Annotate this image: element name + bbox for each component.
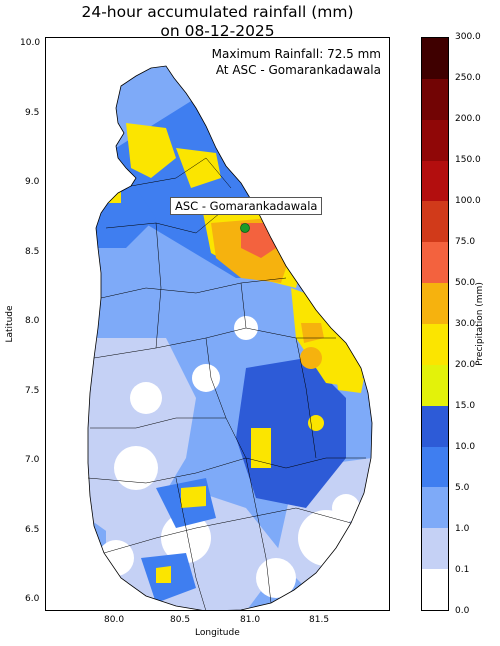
rainfall-map [87, 65, 373, 610]
colorbar-tick: 50.0 [455, 278, 476, 288]
colorbar-swatch [422, 283, 448, 324]
colorbar-tick: 1.0 [455, 524, 470, 534]
y-axis-label: Latitude [5, 305, 15, 343]
island-outline [87, 65, 373, 610]
title-line-1: 24-hour accumulated rainfall (mm) [81, 3, 354, 21]
colorbar-tick: 200.0 [455, 114, 481, 124]
colorbar-swatch [422, 201, 448, 243]
title-line-2: on 08-12-2025 [160, 22, 275, 40]
x-axis-label: Longitude [195, 628, 240, 638]
colorbar-tick: 150.0 [455, 155, 481, 165]
y-tick: 7.5 [25, 386, 40, 396]
colorbar-swatch [422, 37, 448, 79]
annotation-line-1: Maximum Rainfall: 72.5 mm [211, 47, 381, 61]
y-tick: 9.5 [25, 108, 40, 118]
colorbar-tick: 0.0 [455, 606, 470, 616]
colorbar-swatches [422, 37, 448, 610]
y-tick: 6.5 [25, 525, 40, 535]
colorbar-tick: 10.0 [455, 442, 476, 452]
y-tick: 7.0 [25, 455, 40, 465]
colorbar-tick: 5.0 [455, 483, 470, 493]
colorbar-swatch [422, 446, 448, 488]
map-plot-area: Maximum Rainfall: 72.5 mm At ASC - Gomar… [45, 37, 390, 611]
max-station-marker[interactable] [240, 223, 250, 233]
chart-title: 24-hour accumulated rainfall (mm) on 08-… [45, 3, 390, 41]
colorbar-swatch [422, 119, 448, 161]
rainfall-field [88, 66, 372, 610]
y-tick: 8.5 [25, 247, 40, 257]
colorbar-swatch [422, 78, 448, 120]
colorbar-tick: 15.0 [455, 401, 476, 411]
y-tick: 9.0 [25, 177, 40, 187]
station-label: ASC - Gomarankadawala [170, 197, 323, 215]
y-tick: 10.0 [20, 38, 41, 48]
y-tick: 6.0 [25, 594, 40, 604]
colorbar-tick: 250.0 [455, 73, 481, 83]
colorbar-tick: 75.0 [455, 237, 476, 247]
x-tick: 80.0 [104, 615, 125, 625]
colorbar-tick: 20.0 [455, 360, 476, 370]
colorbar-tick: 300.0 [455, 32, 481, 42]
colorbar-swatch [422, 323, 448, 365]
x-tick: 81.5 [309, 615, 330, 625]
annotation-line-2: At ASC - Gomarankadawala [215, 63, 381, 77]
max-annotation: Maximum Rainfall: 72.5 mm At ASC - Gomar… [212, 46, 381, 78]
colorbar-swatch [422, 569, 448, 610]
colorbar [421, 37, 449, 611]
colorbar-swatch [422, 364, 448, 406]
colorbar-swatch [422, 242, 448, 284]
y-tick: 8.0 [25, 316, 40, 326]
colorbar-tick: 30.0 [455, 319, 476, 329]
colorbar-tick: 100.0 [455, 196, 481, 206]
colorbar-swatch [422, 160, 448, 202]
colorbar-swatch [422, 405, 448, 447]
district-boundaries [87, 157, 366, 610]
x-tick: 81.0 [240, 615, 261, 625]
colorbar-swatch [422, 528, 448, 570]
colorbar-label: Precipitation (mm) [475, 282, 485, 366]
x-tick: 80.5 [170, 615, 191, 625]
colorbar-tick: 0.1 [455, 565, 470, 575]
colorbar-swatch [422, 487, 448, 529]
